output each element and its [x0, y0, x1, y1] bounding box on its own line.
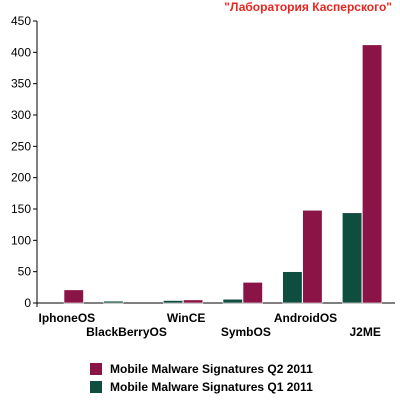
- bar-q1-j2me: [342, 212, 363, 304]
- bar-chart: 0 50 100 150 200 250 300 350 400 450 IphoneOSBlac…: [11, 14, 395, 339]
- y-tick-label: 150: [11, 202, 31, 216]
- y-tick-label: 250: [11, 139, 31, 153]
- bar-q1-wince: [163, 300, 184, 304]
- bars-group: [63, 44, 383, 304]
- bar-q2-j2me: [362, 44, 383, 304]
- bar-q2-iphoneos: [63, 289, 84, 304]
- x-tick-label: IphoneOS: [38, 311, 95, 325]
- legend-label: Mobile Malware Signatures Q1 2011: [110, 380, 313, 394]
- legend-swatch: [90, 381, 102, 393]
- y-tick-label: 450: [11, 14, 31, 28]
- legend-swatch: [90, 363, 102, 375]
- legend: Mobile Malware Signatures Q2 2011 Mobile …: [90, 360, 313, 396]
- legend-label: Mobile Malware Signatures Q2 2011: [110, 362, 313, 376]
- bar-q1-blackberryos: [103, 300, 124, 304]
- y-tick-label: 50: [18, 265, 32, 279]
- x-tick-label: SymbOS: [221, 325, 271, 339]
- x-tick-label: BlackBerryOS: [86, 325, 167, 339]
- x-tick-label: WinCE: [167, 311, 206, 325]
- y-tick-label: 350: [11, 77, 31, 91]
- bar-q2-androidos: [302, 209, 323, 304]
- bar-q2-wince: [183, 299, 204, 304]
- legend-item: Mobile Malware Signatures Q2 2011: [90, 360, 313, 378]
- bar-q2-symbos: [242, 282, 263, 304]
- x-tick-label: J2ME: [349, 325, 380, 339]
- y-axis: 0 50 100 150 200 250 300 350 400 450: [11, 14, 395, 310]
- bar-q1-androidos: [282, 271, 303, 304]
- y-tick-label: 0: [24, 296, 31, 310]
- y-tick-label: 300: [11, 108, 31, 122]
- x-tick-label: AndroidOS: [274, 311, 337, 325]
- y-tick-label: 200: [11, 171, 31, 185]
- y-tick-label: 100: [11, 233, 31, 247]
- source-watermark: "Лаборатория Касперского": [224, 0, 392, 14]
- y-tick-label: 400: [11, 45, 31, 59]
- legend-item: Mobile Malware Signatures Q1 2011: [90, 378, 313, 396]
- bar-q1-symbos: [222, 298, 243, 304]
